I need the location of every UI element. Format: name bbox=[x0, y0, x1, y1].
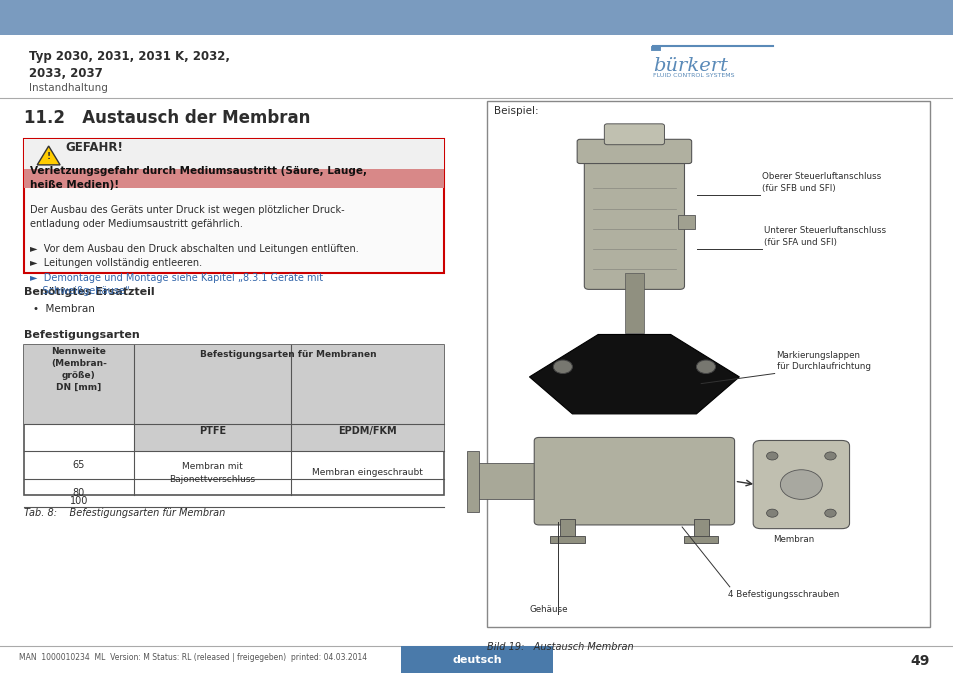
Text: bürkert: bürkert bbox=[653, 57, 728, 75]
Bar bbox=[133, 424, 443, 451]
Text: 100: 100 bbox=[70, 496, 88, 505]
Text: Tab. 8:    Befestigungsarten für Membran: Tab. 8: Befestigungsarten für Membran bbox=[24, 508, 225, 518]
Text: Membran mit
Bajonettverschluss: Membran mit Bajonettverschluss bbox=[169, 462, 255, 483]
Text: Oberer Steuerluftanschluss
(für SFB und SFI): Oberer Steuerluftanschluss (für SFB und … bbox=[761, 172, 881, 193]
Circle shape bbox=[780, 470, 821, 499]
Text: ►  Demontage und Montage siehe Kapitel „8.3.1 Geräte mit
    Schweißgehäuse“: ► Demontage und Montage siehe Kapitel „8… bbox=[30, 273, 322, 295]
Polygon shape bbox=[529, 334, 739, 414]
Bar bbox=[400, 646, 553, 673]
Text: ►  Leitungen vollständig entleeren.: ► Leitungen vollständig entleeren. bbox=[30, 258, 201, 269]
Text: Beispiel:: Beispiel: bbox=[494, 106, 538, 116]
Text: deutsch: deutsch bbox=[452, 655, 501, 664]
Bar bbox=[550, 536, 584, 543]
Text: Markierungslappen
für Durchlaufrichtung: Markierungslappen für Durchlaufrichtung bbox=[776, 351, 870, 371]
Bar bbox=[24, 139, 443, 169]
Text: EPDM/FKM: EPDM/FKM bbox=[337, 426, 396, 436]
Circle shape bbox=[766, 452, 778, 460]
Bar bbox=[683, 536, 718, 543]
Bar bbox=[693, 519, 708, 540]
Text: Gehäuse: Gehäuse bbox=[529, 605, 567, 614]
Text: Membran eingeschraubt: Membran eingeschraubt bbox=[312, 468, 422, 477]
Text: •  Membran: • Membran bbox=[33, 304, 95, 314]
Text: Typ 2030, 2031, 2031 K, 2032,: Typ 2030, 2031, 2031 K, 2032, bbox=[29, 50, 230, 63]
Circle shape bbox=[823, 509, 835, 517]
Text: 65: 65 bbox=[72, 460, 85, 470]
Bar bbox=[24, 345, 443, 495]
Bar bbox=[559, 519, 575, 540]
Text: Verletzungsgefahr durch Mediumsaustritt (Säure, Lauge,
heiße Medien)!: Verletzungsgefahr durch Mediumsaustritt … bbox=[30, 166, 366, 190]
Text: Bild 19:   Austausch Membran: Bild 19: Austausch Membran bbox=[486, 642, 633, 652]
Bar bbox=[624, 273, 643, 333]
Text: Der Ausbau des Geräts unter Druck ist wegen plötzlicher Druck-
entladung oder Me: Der Ausbau des Geräts unter Druck ist we… bbox=[30, 205, 344, 229]
Bar bbox=[472, 463, 540, 499]
FancyBboxPatch shape bbox=[753, 441, 848, 529]
Circle shape bbox=[823, 452, 835, 460]
Text: !: ! bbox=[47, 152, 51, 162]
FancyBboxPatch shape bbox=[604, 124, 663, 145]
Text: PTFE: PTFE bbox=[198, 426, 226, 436]
Text: FLUID CONTROL SYSTEMS: FLUID CONTROL SYSTEMS bbox=[653, 73, 734, 77]
Text: Befestigungsarten: Befestigungsarten bbox=[24, 330, 139, 340]
Bar bbox=[486, 101, 929, 627]
FancyBboxPatch shape bbox=[583, 155, 683, 289]
Text: 49: 49 bbox=[910, 654, 929, 668]
Text: 2033, 2037: 2033, 2037 bbox=[29, 67, 102, 80]
Text: MAN  1000010234  ML  Version: M Status: RL (released | freigegeben)  printed: 04: MAN 1000010234 ML Version: M Status: RL … bbox=[19, 653, 367, 662]
Bar bbox=[24, 139, 443, 273]
Text: 11.2   Austausch der Membran: 11.2 Austausch der Membran bbox=[24, 109, 310, 127]
Circle shape bbox=[766, 509, 778, 517]
Text: Membran: Membran bbox=[772, 536, 813, 544]
Bar bbox=[467, 450, 478, 512]
Circle shape bbox=[696, 360, 715, 374]
Text: Benötigtes Ersatzteil: Benötigtes Ersatzteil bbox=[24, 287, 154, 297]
FancyBboxPatch shape bbox=[534, 437, 734, 525]
Polygon shape bbox=[37, 146, 60, 165]
FancyBboxPatch shape bbox=[577, 139, 691, 164]
Text: Instandhaltung: Instandhaltung bbox=[29, 83, 108, 93]
Bar bbox=[0, 0, 953, 35]
Text: Nennweite
(Membran-
größe)
DN [mm]: Nennweite (Membran- größe) DN [mm] bbox=[51, 347, 107, 392]
Text: 4 Befestigungsschrauben: 4 Befestigungsschrauben bbox=[727, 590, 839, 599]
Bar bbox=[24, 169, 443, 188]
Text: 80: 80 bbox=[72, 488, 85, 498]
Circle shape bbox=[553, 360, 572, 374]
Bar bbox=[677, 215, 694, 229]
Text: Unterer Steuerluftanschluss
(für SFA und SFI): Unterer Steuerluftanschluss (für SFA und… bbox=[763, 226, 885, 247]
Text: ►  Vor dem Ausbau den Druck abschalten und Leitungen entlüften.: ► Vor dem Ausbau den Druck abschalten un… bbox=[30, 244, 358, 254]
Text: GEFAHR!: GEFAHR! bbox=[66, 141, 124, 154]
Bar bbox=[24, 345, 443, 424]
Text: Befestigungsarten für Membranen: Befestigungsarten für Membranen bbox=[200, 350, 376, 359]
